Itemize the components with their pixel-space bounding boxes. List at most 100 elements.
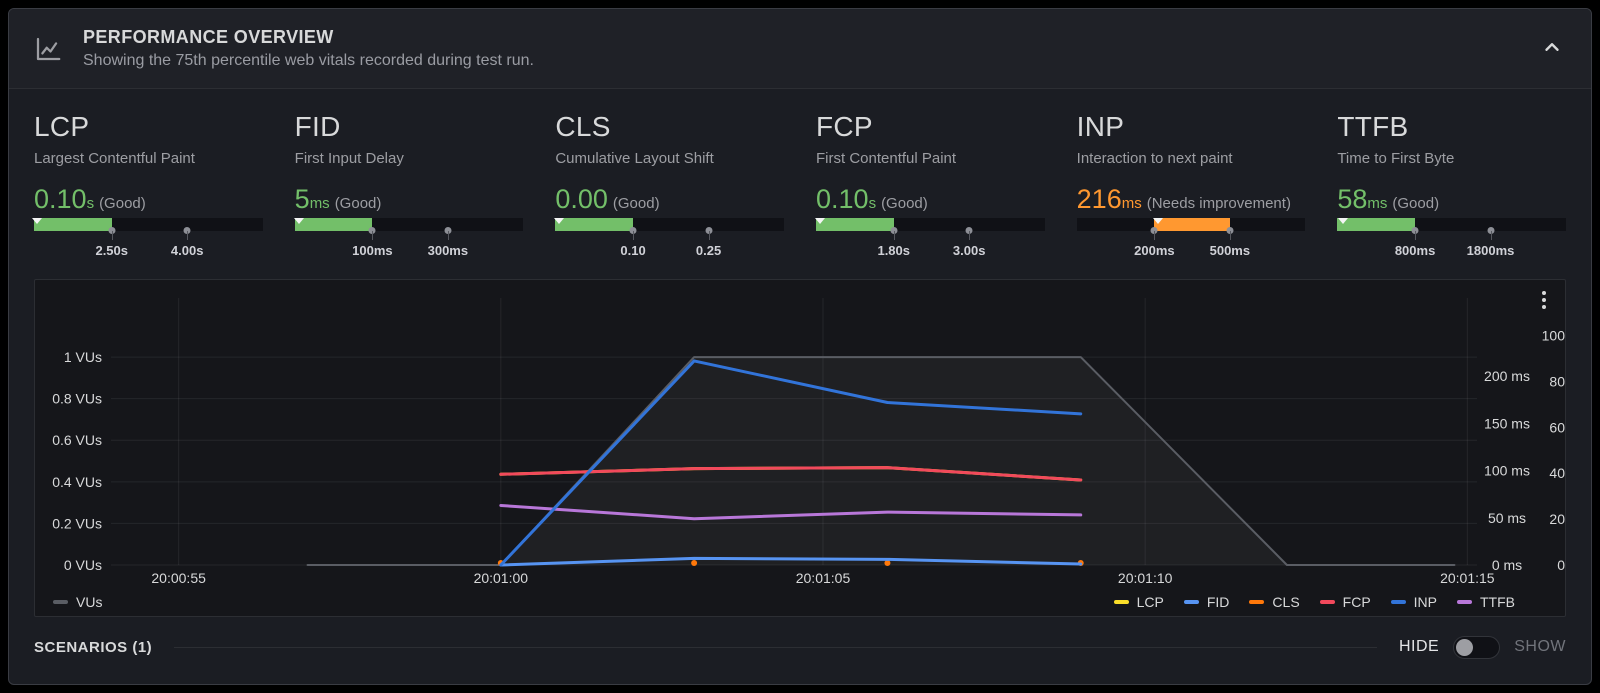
hide-show-toggle[interactable] bbox=[1453, 635, 1501, 659]
legend-label: CLS bbox=[1272, 594, 1300, 610]
metric-value: 0.10 bbox=[34, 184, 87, 214]
performance-overview-card: PERFORMANCE OVERVIEW Showing the 75th pe… bbox=[8, 8, 1592, 685]
metric-abbr: FCP bbox=[816, 111, 873, 142]
metric-name: Largest Contentful Paint bbox=[34, 150, 195, 167]
series-TTFB bbox=[499, 503, 1083, 521]
legend-item-LCP[interactable]: LCP bbox=[1113, 594, 1164, 610]
gauge-threshold-stem bbox=[1415, 231, 1417, 240]
gauge-threshold-stem bbox=[1154, 231, 1156, 240]
metric-card-LCP: LCP Largest Contentful Paint 0.10s (Good) 2.… bbox=[32, 111, 263, 269]
legend-item-VUs[interactable]: VUs bbox=[53, 594, 102, 610]
metric-name: Time to First Byte bbox=[1337, 150, 1455, 167]
chevron-up-icon bbox=[1541, 36, 1563, 61]
legend-swatch bbox=[1183, 600, 1199, 604]
metric-name: First Input Delay bbox=[294, 150, 404, 167]
gauge-threshold-stem bbox=[893, 231, 895, 240]
toggle-knob bbox=[1456, 638, 1474, 656]
gauge-track bbox=[1337, 218, 1566, 231]
svg-text:0.4 VUs: 0.4 VUs bbox=[52, 474, 102, 490]
gauge-threshold-dot bbox=[444, 227, 452, 234]
legend-item-CLS[interactable]: CLS bbox=[1249, 594, 1300, 610]
metric-abbr: LCP bbox=[34, 111, 90, 142]
svg-text:0 ms: 0 ms bbox=[1492, 557, 1522, 573]
metric-status: (Good) bbox=[881, 195, 928, 212]
show-label[interactable]: SHOW bbox=[1514, 638, 1566, 655]
svg-text:20:00:55: 20:00:55 bbox=[151, 570, 206, 586]
metric-status: (Good) bbox=[334, 195, 382, 212]
metric-value-row: 5ms (Good) bbox=[295, 184, 524, 215]
metric-abbr: CLS bbox=[555, 111, 611, 142]
hide-label[interactable]: HIDE bbox=[1398, 638, 1440, 655]
gauge-segment bbox=[555, 218, 634, 231]
gauge-threshold-dot bbox=[629, 227, 637, 234]
svg-text:100 ms: 100 ms bbox=[1484, 463, 1530, 479]
svg-text:200 ms: 200 ms bbox=[1484, 368, 1530, 384]
legend-item-TTFB[interactable]: TTFB bbox=[1457, 594, 1515, 610]
gauge-segment bbox=[816, 218, 894, 231]
gauge-track bbox=[1076, 218, 1306, 231]
svg-text:20:01:15: 20:01:15 bbox=[1440, 570, 1495, 586]
metric-value-row: 58ms (Good) bbox=[1337, 184, 1566, 215]
gauge-threshold-label: 200ms bbox=[1134, 243, 1175, 258]
gauge-threshold-label: 1800ms bbox=[1466, 243, 1515, 258]
gauge-threshold-dot bbox=[108, 227, 116, 234]
metric-gauge: 0.10 0.25 bbox=[553, 218, 784, 266]
legend-item-FID[interactable]: FID bbox=[1183, 594, 1229, 610]
gauge-threshold-label: 3.00s bbox=[952, 243, 986, 258]
svg-text:150 ms: 150 ms bbox=[1484, 415, 1530, 431]
legend-label: TTFB bbox=[1480, 594, 1515, 610]
gauge-segment bbox=[34, 218, 112, 231]
legend-left: VUs bbox=[53, 594, 102, 610]
svg-text:0.2 VUs: 0.2 VUs bbox=[52, 515, 102, 531]
metric-unit: ms bbox=[1367, 195, 1388, 212]
svg-text:20:01:05: 20:01:05 bbox=[796, 570, 851, 586]
gauge-threshold-label: 100ms bbox=[352, 243, 393, 258]
gauge-threshold-dot bbox=[1150, 227, 1158, 234]
right-axis-secondary-labels: 0 20 40 60 80 100 bbox=[1542, 328, 1566, 573]
metric-abbr: FID bbox=[294, 111, 341, 142]
kebab-menu-icon[interactable] bbox=[1539, 288, 1549, 312]
svg-text:40: 40 bbox=[1549, 465, 1565, 481]
series-VUs bbox=[306, 356, 1456, 566]
metric-value: 0.10 bbox=[816, 184, 869, 214]
metric-gauge: 1.80s 3.00s bbox=[815, 218, 1045, 266]
gauge-threshold-label: 0.25 bbox=[695, 243, 722, 258]
svg-text:20:01:10: 20:01:10 bbox=[1118, 570, 1173, 586]
gauge-track bbox=[293, 218, 524, 231]
legend-swatch bbox=[1319, 600, 1335, 604]
gauge-threshold-stem bbox=[447, 231, 449, 240]
gauge-threshold-stem bbox=[372, 231, 374, 240]
gauge-threshold-dot bbox=[965, 227, 973, 234]
legend-item-INP[interactable]: INP bbox=[1390, 594, 1437, 610]
metric-value: 0.00 bbox=[555, 184, 608, 214]
gauge-threshold-stem bbox=[187, 231, 189, 240]
gauge-threshold-label: 500ms bbox=[1209, 243, 1251, 258]
gauge-value-marker bbox=[815, 218, 826, 224]
metric-card-INP: INP Interaction to next paint 216ms (Needs … bbox=[1076, 111, 1306, 269]
metric-card-FID: FID First Input Delay 5ms (Good) 100ms 300ms bbox=[293, 111, 524, 269]
gauge-threshold-dot bbox=[1487, 227, 1495, 234]
metric-value-row: 216ms (Needs improvement) bbox=[1077, 184, 1306, 215]
legend-swatch bbox=[53, 600, 68, 604]
legend-swatch bbox=[1457, 600, 1472, 604]
legend-swatch bbox=[1390, 600, 1406, 604]
metric-status: (Good) bbox=[99, 195, 146, 212]
svg-text:1 VUs: 1 VUs bbox=[64, 349, 102, 365]
chart-legend: VUs LCP FID CLS FCP INP TTFB bbox=[35, 594, 1565, 610]
gauge-threshold-dot bbox=[1411, 227, 1419, 234]
legend-item-FCP[interactable]: FCP bbox=[1319, 594, 1371, 610]
svg-text:0.8 VUs: 0.8 VUs bbox=[52, 391, 102, 407]
panel-header: PERFORMANCE OVERVIEW Showing the 75th pe… bbox=[9, 9, 1591, 89]
metric-status: (Needs improvement) bbox=[1146, 195, 1291, 212]
collapse-button[interactable] bbox=[1537, 32, 1567, 65]
metric-name: First Contentful Paint bbox=[816, 150, 957, 167]
gauge-track bbox=[815, 218, 1045, 231]
gauge-threshold-stem bbox=[1490, 231, 1492, 240]
metric-value-row: 0.10s (Good) bbox=[34, 184, 263, 215]
x-axis-labels: 20:00:55 20:01:00 20:01:05 20:01:10 20:01:15 bbox=[151, 570, 1494, 586]
gauge-threshold-dot bbox=[1226, 227, 1234, 234]
legend-label: VUs bbox=[76, 594, 103, 610]
svg-text:50 ms: 50 ms bbox=[1488, 510, 1526, 526]
footer-divider bbox=[174, 646, 1377, 648]
